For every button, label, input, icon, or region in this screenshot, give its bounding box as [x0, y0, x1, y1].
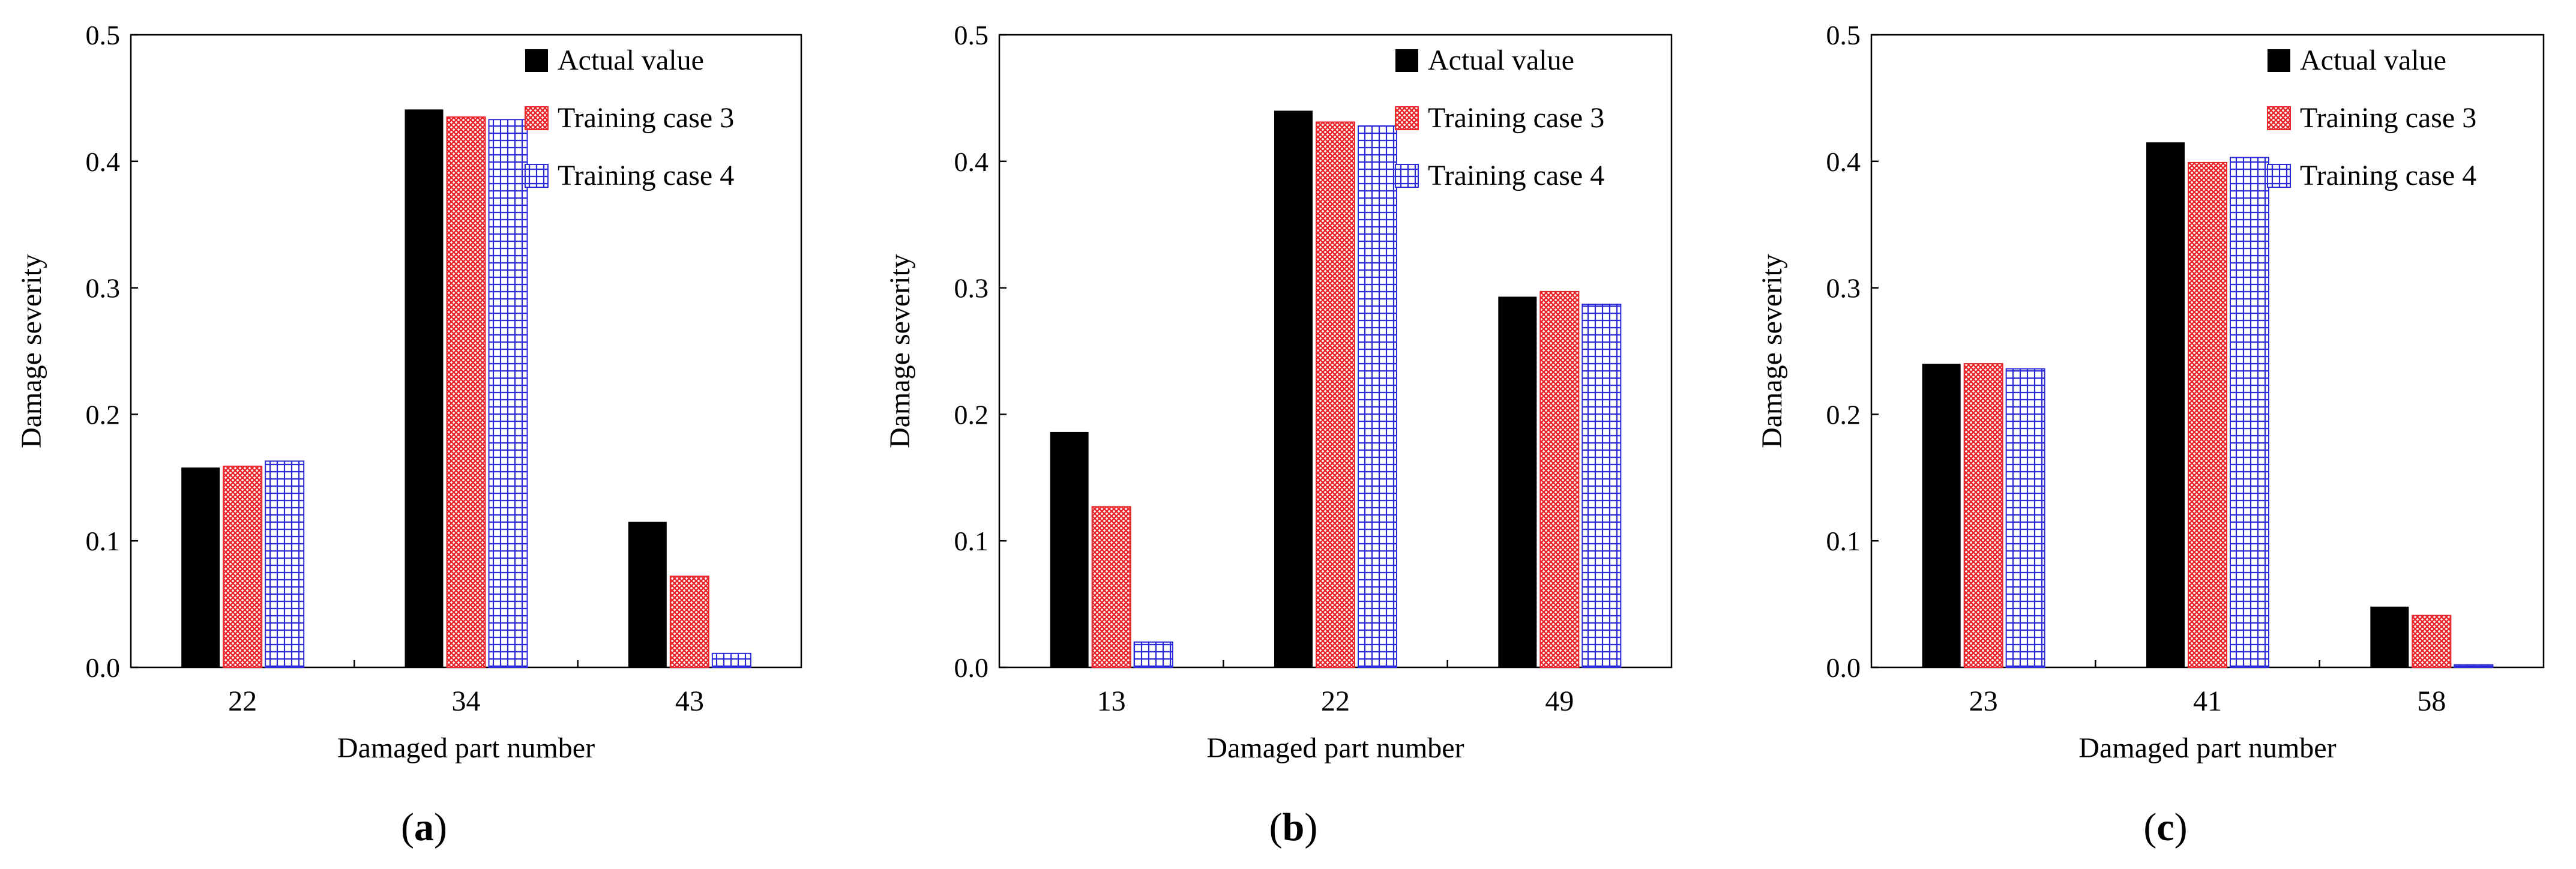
y-tick-label: 0.1: [954, 526, 989, 556]
y-tick-label: 0.4: [954, 146, 989, 177]
x-tick-label: 41: [2193, 685, 2222, 717]
y-tick-label: 0.3: [86, 273, 121, 304]
bar-actual-value-49: [1498, 296, 1537, 668]
legend-swatch: [2268, 49, 2290, 72]
x-axis-label: Damaged part number: [1206, 732, 1464, 764]
legend-label: Actual value: [558, 44, 704, 76]
bar-actual-value-41: [2146, 142, 2185, 667]
legend-label: Training case 4: [558, 160, 734, 191]
bar-training-case-4-49: [1581, 304, 1622, 668]
legend-swatch: [1395, 106, 1419, 130]
bar-training-case-3-23: [1963, 363, 2003, 669]
x-tick-label: 49: [1545, 685, 1574, 717]
y-tick-label: 0.2: [86, 399, 121, 430]
legend-label: Actual value: [2300, 44, 2446, 76]
bar-training-case-3-34: [446, 116, 486, 668]
bar-actual-value-22: [181, 467, 220, 667]
panel-caption-letter: a: [414, 805, 434, 849]
x-tick-label: 43: [675, 685, 704, 717]
legend-swatch: [1395, 164, 1419, 188]
bar-training-case-4-22: [1358, 125, 1397, 668]
x-tick-label: 22: [1321, 685, 1350, 717]
legend-swatch: [1395, 49, 1418, 72]
bar-training-case-4-41: [2230, 157, 2269, 668]
y-tick-label: 0.1: [1826, 526, 1861, 556]
y-tick-label: 0.4: [86, 146, 121, 177]
bar-actual-value-13: [1050, 431, 1089, 667]
y-tick-label: 0.2: [1826, 399, 1861, 430]
bar-actual-value-23: [1922, 364, 1961, 667]
chart-panel-b: 0.0 0.1 0.2 0.3 0.4 0.5 Damage severity 13 22 49 D…: [884, 20, 1673, 849]
legend-label: Training case 3: [1428, 102, 1604, 134]
bar-training-case-3-43: [669, 576, 709, 668]
bar-training-case-3-58: [2412, 615, 2452, 669]
y-tick-label: 0.2: [954, 399, 989, 430]
bar-training-case-3-49: [1539, 290, 1580, 668]
y-tick-label: 0.5: [1826, 20, 1861, 50]
legend-swatch: [525, 106, 549, 130]
panel-caption: (a): [401, 805, 447, 849]
y-axis-label: Damage severity: [1756, 254, 1788, 448]
bar-training-case-3-41: [2188, 161, 2227, 668]
panel-caption-letter: b: [1283, 805, 1305, 849]
chart-panel-c: 0.0 0.1 0.2 0.3 0.4 0.5 Damage severity 23 41 58 D…: [1756, 20, 2545, 849]
legend-label: Training case 3: [558, 102, 734, 134]
y-tick-label: 0.0: [86, 652, 121, 683]
y-tick-label: 0.3: [954, 273, 989, 304]
x-axis-label: Damaged part number: [337, 732, 595, 764]
bar-training-case-4-23: [2005, 368, 2045, 669]
y-axis-label: Damage severity: [884, 254, 916, 448]
panel-caption: (c): [2143, 805, 2187, 849]
x-tick-label: 23: [1969, 685, 1998, 717]
bar-training-case-4-22: [265, 460, 305, 668]
y-tick-label: 0.4: [1826, 146, 1861, 177]
legend-label: Actual value: [1428, 44, 1574, 76]
x-tick-label: 34: [452, 685, 481, 717]
bar-training-case-4-58: [2454, 664, 2494, 669]
bar-training-case-4-43: [711, 652, 751, 669]
bar-training-case-4-13: [1133, 641, 1173, 668]
y-axis-label: Damage severity: [16, 254, 47, 448]
y-tick-label: 0.5: [954, 20, 989, 50]
legend-swatch: [525, 164, 549, 188]
legend-label: Training case 4: [2300, 160, 2476, 191]
bar-training-case-3-13: [1091, 506, 1131, 668]
x-tick-label: 13: [1097, 685, 1126, 717]
x-axis-label: Damaged part number: [2078, 732, 2336, 764]
y-tick-label: 0.3: [1826, 273, 1861, 304]
legend-swatch: [2267, 106, 2291, 130]
bar-training-case-3-22: [223, 465, 263, 668]
legend-label: Training case 4: [1428, 160, 1604, 191]
bar-actual-value-22: [1274, 110, 1313, 668]
panel-caption: (b): [1269, 805, 1318, 849]
bar-actual-value-34: [405, 109, 444, 667]
bar-training-case-3-22: [1316, 121, 1355, 668]
legend-swatch: [525, 49, 548, 72]
x-tick-label: 58: [2417, 685, 2446, 717]
bar-actual-value-58: [2370, 606, 2409, 667]
bar-training-case-4-34: [488, 119, 528, 668]
y-tick-label: 0.1: [86, 526, 121, 556]
bar-actual-value-43: [628, 522, 667, 667]
y-tick-label: 0.5: [86, 20, 121, 50]
y-tick-label: 0.0: [954, 652, 989, 683]
legend-swatch: [2267, 164, 2291, 188]
panel-caption-letter: c: [2156, 805, 2174, 849]
legend-label: Training case 3: [2300, 102, 2476, 134]
x-tick-label: 22: [228, 685, 257, 717]
chart-panel-a: 0.0 0.1 0.2 0.3 0.4 0.5 Damage severity 22 34 43 D…: [16, 20, 802, 849]
y-tick-label: 0.0: [1826, 652, 1861, 683]
